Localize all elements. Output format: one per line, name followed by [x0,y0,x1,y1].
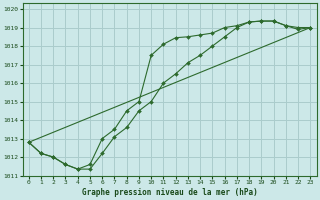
X-axis label: Graphe pression niveau de la mer (hPa): Graphe pression niveau de la mer (hPa) [82,188,258,197]
